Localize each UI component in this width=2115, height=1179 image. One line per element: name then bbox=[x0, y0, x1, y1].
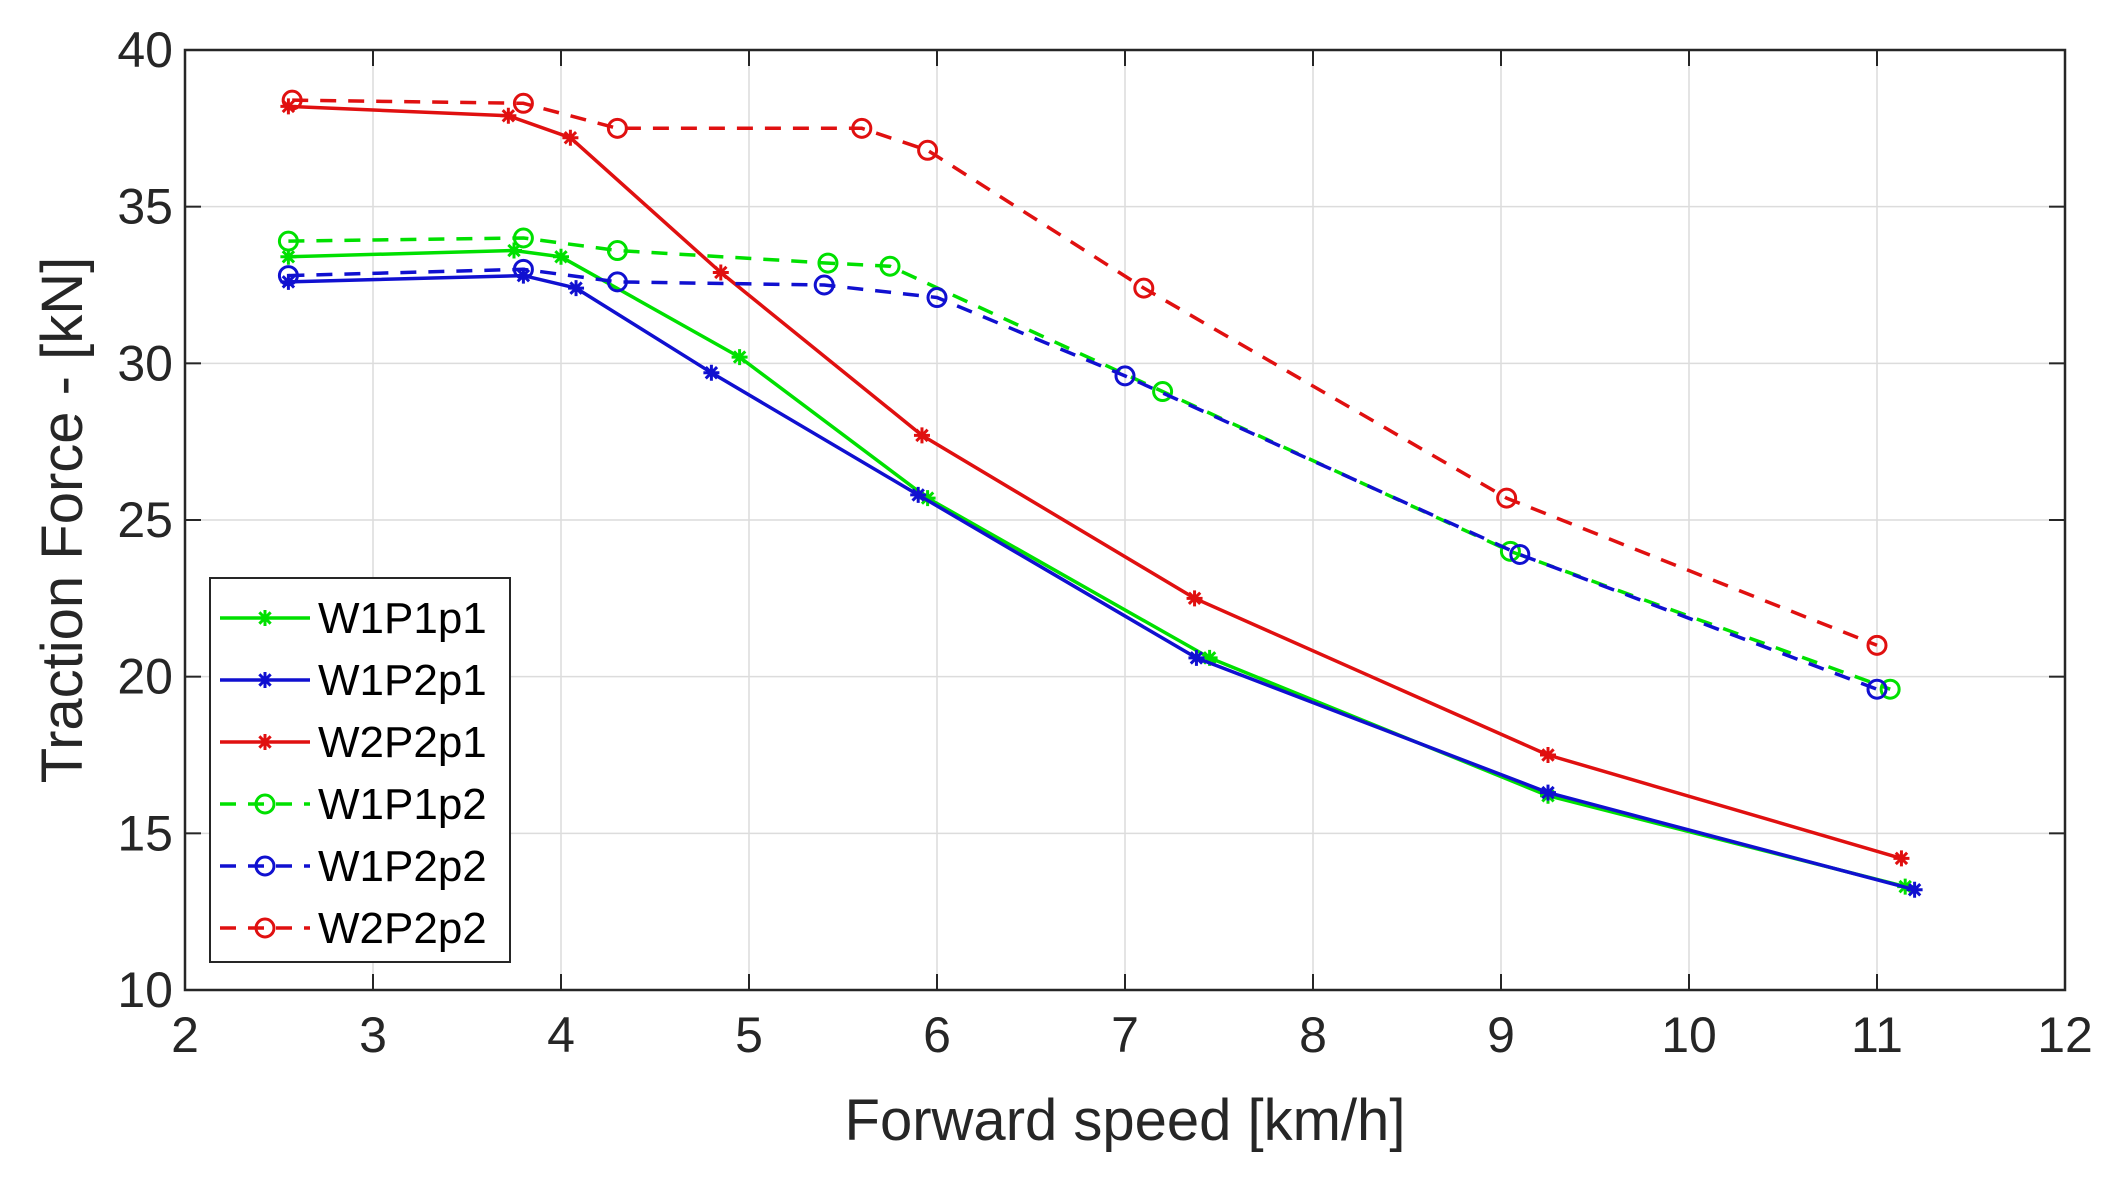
legend-marker bbox=[257, 672, 273, 688]
series-W1P2p2 bbox=[277, 258, 1888, 700]
data-point bbox=[1893, 850, 1910, 867]
data-point bbox=[926, 287, 948, 309]
series-W2P2p2 bbox=[281, 89, 1888, 656]
data-point bbox=[512, 227, 534, 249]
data-point bbox=[281, 89, 303, 111]
series-line bbox=[292, 98, 1878, 647]
x-tick-label: 4 bbox=[547, 1007, 575, 1063]
data-point bbox=[606, 117, 628, 139]
data-point bbox=[813, 274, 835, 296]
data-point bbox=[512, 92, 534, 114]
legend-label: W1P1p2 bbox=[318, 780, 487, 829]
y-tick-label: 20 bbox=[117, 649, 173, 705]
x-tick-label: 9 bbox=[1487, 1007, 1515, 1063]
data-point bbox=[506, 242, 522, 259]
series-line bbox=[288, 267, 1878, 691]
y-tick-label: 35 bbox=[117, 179, 173, 235]
legend-label: W2P2p2 bbox=[318, 904, 487, 953]
data-point bbox=[606, 240, 628, 262]
data-point bbox=[1152, 381, 1174, 403]
data-point bbox=[1201, 649, 1218, 666]
legend-marker bbox=[254, 917, 276, 939]
axis-ticks: 2 3 4 5 6 7 8 9 10 11 12 10 15 20 25 30 35 40 bbox=[117, 22, 2092, 1063]
data-point bbox=[500, 107, 517, 124]
series-W1P1p2 bbox=[277, 227, 1901, 700]
series-line bbox=[288, 104, 1902, 861]
data-point bbox=[1866, 678, 1888, 700]
legend-item: W1P2p1 bbox=[220, 656, 487, 705]
legend-item: W2P2p2 bbox=[220, 904, 487, 953]
data-point bbox=[1186, 590, 1203, 607]
x-tick-label: 12 bbox=[2037, 1007, 2093, 1063]
y-axis-label: Traction Force - [kN] bbox=[30, 257, 95, 783]
x-tick-label: 3 bbox=[359, 1007, 387, 1063]
legend-label: W1P1p1 bbox=[318, 594, 487, 643]
data-point bbox=[280, 98, 297, 115]
y-tick-label: 15 bbox=[117, 805, 173, 861]
x-tick-label: 10 bbox=[1661, 1007, 1717, 1063]
x-tick-label: 8 bbox=[1299, 1007, 1327, 1063]
data-point bbox=[703, 364, 720, 381]
x-tick-label: 2 bbox=[171, 1007, 199, 1063]
data-point bbox=[1906, 881, 1923, 898]
data-point bbox=[913, 427, 930, 444]
legend-marker bbox=[254, 855, 276, 877]
data-point bbox=[1866, 634, 1888, 656]
data-point bbox=[1496, 487, 1518, 509]
x-tick-label: 7 bbox=[1111, 1007, 1139, 1063]
legend-label: W1P2p2 bbox=[318, 842, 487, 891]
data-point bbox=[1133, 277, 1155, 299]
legend-label: W2P2p1 bbox=[318, 718, 487, 767]
data-point bbox=[817, 252, 839, 274]
data-point bbox=[712, 264, 729, 281]
series-line bbox=[288, 236, 1891, 691]
data-point bbox=[606, 271, 628, 293]
data-point bbox=[277, 230, 299, 252]
legend-item: W1P1p1 bbox=[220, 594, 487, 643]
data-point bbox=[910, 486, 927, 503]
y-tick-label: 30 bbox=[117, 335, 173, 391]
data-point bbox=[1509, 543, 1531, 565]
data-point bbox=[1188, 649, 1205, 666]
legend-box bbox=[209, 577, 511, 963]
series-W1P2p1 bbox=[280, 267, 1923, 898]
legend-marker bbox=[257, 734, 273, 750]
legend-marker bbox=[257, 610, 273, 626]
data-point bbox=[731, 349, 748, 366]
data-point bbox=[851, 117, 873, 139]
legend-item: W1P2p2 bbox=[220, 842, 487, 891]
series-line bbox=[288, 273, 1916, 892]
data-point bbox=[917, 139, 939, 161]
legend-label: W1P2p1 bbox=[318, 656, 487, 705]
legend-marker bbox=[254, 793, 276, 815]
legend-item: W2P2p1 bbox=[220, 718, 487, 767]
data-point bbox=[1540, 747, 1556, 763]
data-point bbox=[515, 267, 532, 284]
data-point bbox=[277, 265, 299, 287]
x-tick-label: 11 bbox=[1851, 1007, 1903, 1063]
data-point bbox=[280, 248, 297, 265]
data-point bbox=[280, 273, 297, 290]
data-point bbox=[879, 255, 901, 277]
data-point bbox=[553, 248, 569, 265]
series-layer bbox=[277, 89, 1923, 898]
data-point bbox=[1540, 784, 1556, 801]
legend-item: W1P1p2 bbox=[220, 780, 487, 829]
data-point bbox=[919, 490, 936, 507]
data-point bbox=[1114, 365, 1136, 387]
data-point bbox=[568, 280, 585, 297]
y-tick-label: 40 bbox=[117, 22, 173, 78]
y-tick-label: 10 bbox=[117, 962, 173, 1018]
x-axis-label: Forward speed [km/h] bbox=[845, 1088, 1406, 1153]
data-point bbox=[562, 129, 579, 146]
data-point bbox=[1879, 678, 1901, 700]
x-tick-label: 5 bbox=[735, 1007, 763, 1063]
y-tick-label: 25 bbox=[117, 492, 173, 548]
x-tick-label: 6 bbox=[923, 1007, 951, 1063]
data-point bbox=[512, 258, 534, 280]
legend: W1P1p1 W1P2p1 W2P2p1 W1P1p2 W1P2p2 W2P2p2 bbox=[209, 577, 511, 963]
data-point bbox=[1499, 540, 1521, 562]
series-W2P2p1 bbox=[280, 98, 1910, 867]
